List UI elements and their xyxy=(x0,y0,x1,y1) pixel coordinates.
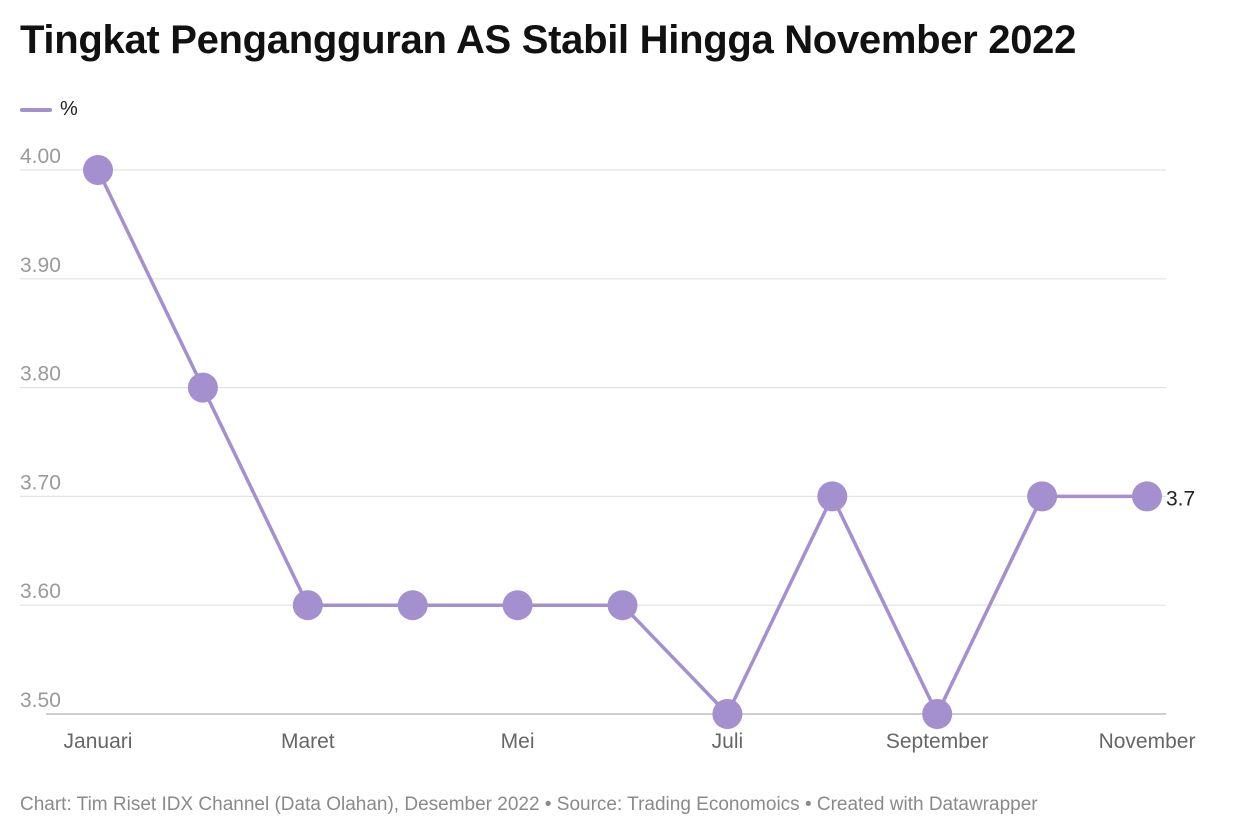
x-axis-ticks: Januari Maret Mei Juli September November xyxy=(64,730,1196,753)
data-point xyxy=(187,372,218,403)
x-tick-label: November xyxy=(1099,730,1196,753)
data-point xyxy=(712,699,743,729)
chart-footer: Chart: Tim Riset IDX Channel (Data Olaha… xyxy=(20,794,1038,815)
x-tick-label: Mei xyxy=(501,730,535,753)
x-tick-label: Maret xyxy=(281,730,335,753)
series-line xyxy=(96,168,1149,716)
y-tick-label: 3.70 xyxy=(20,471,61,494)
legend: % xyxy=(20,98,78,121)
y-axis-ticks: 3.50 3.60 3.70 3.80 3.90 4.00 xyxy=(20,145,61,712)
y-tick-label: 4.00 xyxy=(20,145,61,168)
x-tick-label: Juli xyxy=(712,730,744,753)
data-point xyxy=(607,590,638,621)
legend-label: % xyxy=(60,98,78,120)
data-point xyxy=(922,699,953,729)
data-labels: 3.7 xyxy=(1166,487,1195,510)
x-tick-label: Januari xyxy=(64,730,133,753)
data-point xyxy=(1132,481,1162,512)
data-point xyxy=(397,590,428,621)
data-point xyxy=(1027,481,1058,512)
data-point xyxy=(817,481,848,512)
grid-lines xyxy=(20,169,1166,715)
y-tick-label: 3.90 xyxy=(20,254,61,277)
y-tick-label: 3.60 xyxy=(20,580,61,603)
chart-title: Tingkat Pengangguran AS Stabil Hingga No… xyxy=(20,18,1077,62)
data-point xyxy=(83,155,113,185)
end-value-label: 3.7 xyxy=(1166,487,1195,510)
data-point xyxy=(292,590,323,621)
x-tick-label: September xyxy=(886,730,989,753)
legend-swatch xyxy=(20,107,52,112)
data-point xyxy=(502,590,533,621)
y-tick-label: 3.80 xyxy=(20,363,61,386)
series-group xyxy=(83,155,1162,729)
y-tick-label: 3.50 xyxy=(20,689,61,712)
